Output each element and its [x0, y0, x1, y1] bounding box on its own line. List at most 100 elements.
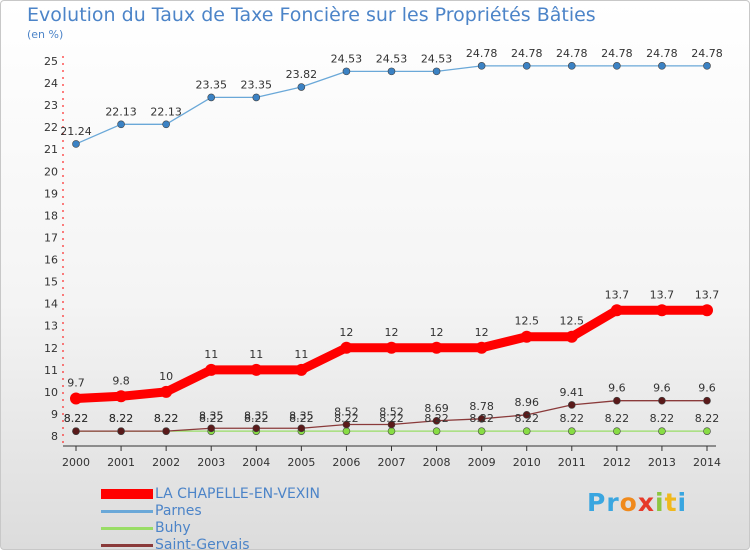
data-point: [252, 93, 261, 102]
x-tick-label: 2007: [378, 456, 406, 469]
data-point: [297, 83, 306, 91]
data-point: [387, 427, 396, 435]
data-point: [703, 396, 711, 405]
data-label: 22.13: [105, 105, 137, 118]
data-point: [297, 424, 306, 433]
data-label: 8.69: [424, 402, 449, 415]
data-point: [477, 62, 486, 70]
data-point: [430, 341, 443, 354]
data-label: 8.22: [154, 412, 179, 425]
data-point: [658, 427, 666, 435]
data-point: [207, 93, 216, 102]
y-tick-label: 14: [44, 298, 58, 311]
data-label: 12: [339, 326, 353, 339]
y-tick-label: 22: [44, 121, 58, 134]
x-tick-label: 2001: [107, 456, 135, 469]
data-label: 13.7: [605, 288, 630, 301]
data-point: [703, 62, 711, 70]
data-point: [701, 304, 713, 317]
logo-letter: i: [677, 488, 688, 517]
data-point: [610, 304, 623, 317]
data-point: [565, 330, 578, 343]
data-label: 8.96: [514, 396, 539, 409]
data-point: [72, 140, 80, 148]
data-point: [115, 390, 128, 403]
data-point: [72, 427, 80, 435]
x-tick-label: 2003: [197, 456, 225, 469]
y-tick-label: 23: [44, 99, 58, 112]
data-label: 24.78: [466, 47, 498, 60]
logo-letter: r: [606, 488, 620, 517]
data-point: [342, 427, 351, 435]
data-label: 12: [385, 326, 399, 339]
data-label: 8.35: [244, 409, 269, 422]
y-tick-label: 13: [44, 320, 58, 333]
data-label: 9.6: [608, 382, 626, 395]
data-label: 21.24: [60, 125, 92, 138]
y-tick-label: 15: [44, 276, 58, 289]
y-tick-label: 25: [44, 55, 58, 68]
data-label: 9.7: [67, 377, 85, 390]
data-label: 8.22: [199, 412, 224, 425]
data-point: [477, 427, 486, 435]
y-tick-label: 20: [44, 165, 58, 178]
x-tick-label: 2008: [423, 456, 451, 469]
data-point: [162, 427, 170, 435]
data-label: 8.35: [289, 409, 314, 422]
proxiti-logo: Proxiti: [587, 488, 687, 517]
data-label: 8.22: [64, 412, 89, 425]
logo-letter: P: [587, 488, 607, 517]
data-label: 23.35: [195, 78, 227, 91]
data-label: 8.22: [334, 412, 359, 425]
data-point: [475, 341, 488, 354]
y-tick-label: 21: [44, 143, 58, 156]
y-tick-label: 11: [44, 364, 58, 377]
data-point: [613, 62, 621, 70]
logo-letter: i: [655, 488, 665, 517]
data-point: [342, 420, 351, 429]
data-label: 8.22: [244, 412, 269, 425]
data-label: 8.22: [469, 412, 494, 425]
data-point: [207, 424, 216, 433]
data-point: [522, 411, 531, 419]
data-point: [658, 396, 666, 405]
data-point: [613, 427, 621, 435]
data-label: 11: [294, 348, 308, 361]
data-point: [117, 427, 125, 435]
legend-label: Buhy: [155, 520, 191, 536]
y-tick-label: 17: [44, 231, 58, 244]
data-point: [295, 363, 308, 376]
data-label: 22.13: [150, 105, 182, 118]
data-point: [70, 392, 82, 405]
data-label: 24.78: [556, 47, 588, 60]
y-tick-label: 24: [44, 77, 58, 90]
x-tick-label: 2005: [287, 456, 315, 469]
data-label: 11: [249, 348, 263, 361]
data-label: 8.35: [199, 409, 224, 422]
data-label: 8.22: [424, 412, 449, 425]
chart-title: Evolution du Taux de Taxe Foncière sur l…: [27, 4, 596, 26]
data-label: 8.78: [469, 400, 494, 413]
data-point: [160, 385, 173, 398]
data-label: 9.8: [112, 374, 130, 387]
data-label: 12: [475, 326, 489, 339]
data-label: 13.7: [695, 288, 720, 301]
data-label: 11: [204, 348, 218, 361]
y-tick-label: 19: [44, 187, 58, 200]
x-tick-label: 2004: [242, 456, 270, 469]
logo-letter: x: [637, 488, 655, 517]
x-tick-label: 2013: [648, 456, 676, 469]
data-point: [613, 396, 621, 405]
data-label: 8.22: [650, 412, 675, 425]
legend-swatch: [101, 527, 153, 530]
data-label: 12.5: [514, 315, 539, 328]
data-label: 24.53: [376, 52, 408, 65]
data-point: [205, 363, 218, 376]
data-label: 8.22: [109, 412, 134, 425]
logo-letter: t: [664, 488, 678, 517]
data-label: 8.22: [695, 412, 720, 425]
data-label: 8.22: [64, 412, 89, 425]
data-label: 8.22: [379, 412, 404, 425]
data-label: 8.22: [514, 412, 539, 425]
